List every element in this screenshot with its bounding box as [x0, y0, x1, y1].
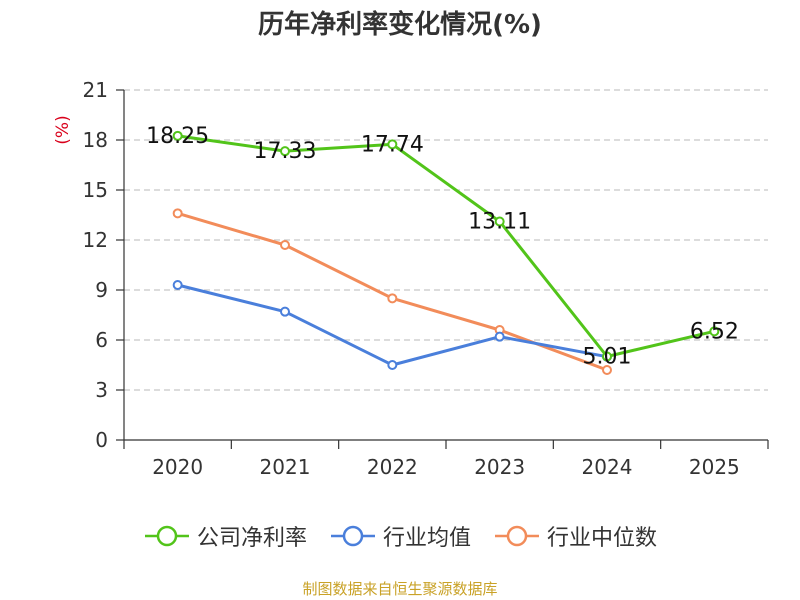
legend-marker-industry-median: [495, 525, 539, 547]
y-tick-label: 9: [95, 278, 108, 302]
legend: 公司净利率 行业均值 行业中位数: [0, 520, 800, 552]
data-label: 5.01: [583, 345, 632, 370]
y-tick-label: 6: [95, 328, 108, 352]
data-point[interactable]: [494, 216, 505, 227]
series-line-0: [177, 134, 715, 358]
legend-item-company-net-margin[interactable]: 公司净利率: [143, 520, 307, 552]
data-label: 17.74: [361, 132, 424, 157]
legend-label-industry-mean: 行业均值: [382, 526, 471, 551]
x-tick-label: 2023: [474, 455, 525, 479]
data-point[interactable]: [494, 331, 505, 342]
data-point[interactable]: [172, 130, 183, 141]
y-axis-label: (%): [53, 115, 73, 144]
y-tick-label: 15: [83, 178, 108, 202]
y-tick-label: 21: [83, 78, 108, 102]
data-label: 6.52: [690, 319, 739, 344]
data-label: 13.11: [468, 210, 531, 235]
data-label: 18.25: [146, 124, 209, 149]
legend-item-industry-median[interactable]: 行业中位数: [493, 520, 657, 552]
data-point[interactable]: [387, 293, 398, 304]
legend-marker-industry-mean: [330, 525, 375, 547]
data-label: 17.33: [254, 139, 317, 164]
y-tick-label: 18: [83, 128, 108, 152]
data-point[interactable]: [709, 326, 720, 337]
data-point[interactable]: [280, 240, 290, 250]
y-tick-label: 3: [95, 378, 108, 402]
x-tick-label: 2020: [152, 455, 203, 479]
y-tick-label: 12: [83, 228, 108, 252]
legend-item-industry-mean[interactable]: 行业均值: [329, 520, 471, 552]
source-note: 制图数据来自恒生聚源数据库: [302, 580, 498, 598]
x-tick-label: 2022: [367, 455, 418, 479]
y-tick-label: 0: [95, 428, 108, 452]
data-point[interactable]: [172, 280, 183, 290]
legend-label-company: 公司净利率: [196, 526, 307, 551]
legend-label-industry-median: 行业中位数: [547, 526, 658, 551]
x-tick-label: 2024: [582, 455, 633, 479]
series-line-2: [177, 211, 608, 372]
legend-marker-company: [144, 525, 189, 547]
data-point[interactable]: [280, 306, 290, 317]
data-point[interactable]: [387, 360, 398, 370]
x-tick-label: 2025: [689, 455, 740, 479]
x-tick-label: 2021: [260, 455, 311, 479]
data-point[interactable]: [280, 146, 290, 157]
chart-title: 历年净利率变化情况(%): [258, 10, 542, 40]
data-point[interactable]: [387, 139, 398, 150]
data-point[interactable]: [602, 351, 612, 362]
data-point[interactable]: [172, 208, 183, 219]
data-point[interactable]: [602, 365, 612, 375]
